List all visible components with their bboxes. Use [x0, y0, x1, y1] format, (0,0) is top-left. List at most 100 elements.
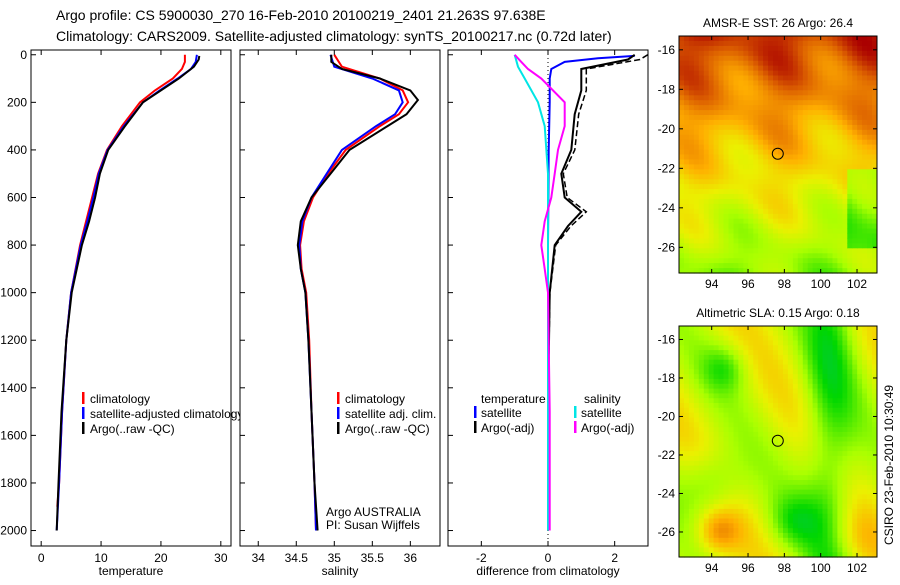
- map-cell: [852, 189, 858, 195]
- map-cell: [783, 470, 789, 476]
- map-cell: [817, 149, 824, 156]
- map-cell: [708, 345, 715, 351]
- map-cell: [792, 330, 799, 337]
- map-cell: [817, 139, 824, 146]
- map-cell: [797, 263, 804, 269]
- map-cell: [758, 110, 764, 116]
- map-cell: [738, 65, 744, 72]
- map-cell: [698, 460, 705, 467]
- map-cell: [748, 383, 754, 390]
- map-cell: [857, 446, 863, 452]
- map-cell: [822, 470, 828, 476]
- map-cell: [847, 393, 853, 399]
- map-cell: [822, 528, 828, 534]
- map-cell: [857, 532, 863, 539]
- map-cell: [728, 484, 734, 491]
- map-cell: [703, 542, 710, 548]
- map-cell: [773, 403, 779, 409]
- map-cell: [822, 393, 828, 399]
- map-cell: [867, 169, 873, 175]
- map-cell: [783, 383, 789, 390]
- map-cell: [807, 184, 814, 190]
- map-cell: [827, 403, 833, 409]
- map-cell: [773, 144, 779, 151]
- map-cell: [812, 129, 819, 136]
- map-cell: [738, 144, 744, 151]
- map-cell: [817, 508, 824, 515]
- map-cell: [679, 95, 685, 101]
- map-cell: [787, 169, 794, 175]
- map-cell: [748, 470, 754, 476]
- map-cell: [738, 475, 744, 481]
- map-cell: [842, 547, 848, 553]
- map-cell: [753, 378, 759, 385]
- map-cell: [832, 369, 838, 375]
- map-cell: [827, 100, 833, 106]
- map-cell: [703, 100, 710, 106]
- map-cell: [812, 412, 819, 418]
- map-cell: [812, 547, 819, 553]
- map-cell: [728, 489, 734, 495]
- map-cell: [693, 354, 700, 361]
- map-cell: [797, 174, 804, 180]
- map-cell: [703, 85, 710, 91]
- map-cell: [807, 134, 814, 141]
- map-cell: [802, 374, 809, 380]
- map-cell: [718, 499, 725, 505]
- map-cell: [822, 263, 828, 269]
- map-cell: [872, 407, 878, 414]
- map-cell: [679, 119, 685, 126]
- y-tick-label: -22: [658, 448, 676, 462]
- map-cell: [768, 248, 774, 254]
- map-cell: [773, 223, 779, 230]
- map-cell: [787, 547, 794, 553]
- map-cell: [778, 36, 784, 42]
- map-cell: [847, 383, 853, 390]
- map-cell: [758, 228, 764, 235]
- map-cell: [679, 208, 685, 215]
- map-cell: [857, 50, 863, 57]
- map-cell: [797, 335, 804, 341]
- map-cell: [827, 484, 833, 491]
- map-cell: [768, 198, 774, 205]
- map-cell: [812, 475, 819, 481]
- map-cell: [703, 388, 710, 394]
- map-cell: [837, 422, 843, 428]
- map-cell: [753, 100, 759, 106]
- map-cell: [723, 523, 729, 529]
- map-cell: [812, 208, 819, 215]
- map-cell: [802, 455, 809, 462]
- map-cell: [822, 208, 828, 215]
- map-cell: [862, 398, 868, 404]
- map-cell: [728, 542, 734, 548]
- map-cell: [792, 134, 799, 141]
- map-cell: [708, 70, 715, 77]
- map-cell: [748, 189, 754, 195]
- map-cell: [817, 90, 824, 96]
- map-cell: [827, 326, 833, 332]
- map-cell: [753, 189, 759, 195]
- map-cell: [827, 129, 833, 136]
- map-cell: [753, 484, 759, 491]
- map-cell: [802, 144, 809, 151]
- map-cell: [837, 547, 843, 553]
- map-cell: [748, 374, 754, 380]
- map-cell: [723, 489, 729, 495]
- map-cell: [867, 90, 873, 96]
- map-cell: [773, 149, 779, 156]
- map-cell: [832, 154, 838, 160]
- map-cell: [693, 330, 700, 337]
- map-cell: [733, 85, 739, 91]
- map-cell: [787, 144, 794, 151]
- map-cell: [827, 65, 833, 72]
- map-cell: [688, 532, 695, 539]
- map-cell: [778, 326, 784, 332]
- map-cell: [718, 470, 725, 476]
- map-cell: [753, 518, 759, 524]
- map-cell: [733, 480, 739, 486]
- map-cell: [718, 340, 725, 346]
- map-cell: [748, 369, 754, 375]
- map-cell: [862, 149, 868, 156]
- map-cell: [832, 547, 838, 553]
- map-cell: [733, 154, 739, 160]
